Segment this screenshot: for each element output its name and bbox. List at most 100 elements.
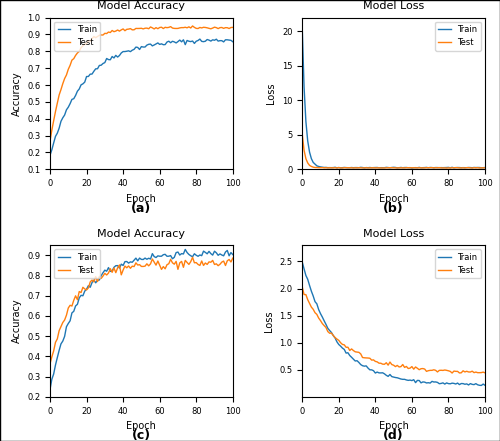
- Legend: Train, Test: Train, Test: [435, 249, 481, 278]
- Title: Model Accuracy: Model Accuracy: [98, 229, 186, 239]
- Train: [478, 383, 484, 388]
- X-axis label: Epoch: Epoch: [378, 194, 408, 204]
- Line: Train: Train: [302, 28, 485, 168]
- Test: [175, 267, 181, 272]
- Test: [299, 131, 305, 137]
- Test: [345, 344, 351, 350]
- Text: (b): (b): [384, 202, 404, 215]
- Train: [384, 165, 390, 170]
- Train: [131, 47, 137, 52]
- Train: [345, 350, 351, 355]
- Train: [409, 378, 415, 383]
- Train: [184, 38, 190, 43]
- Train: [409, 165, 415, 171]
- X-axis label: Epoch: Epoch: [378, 421, 408, 431]
- Test: [299, 284, 305, 289]
- Test: [92, 274, 98, 279]
- Test: [449, 370, 455, 376]
- Train: [182, 247, 188, 252]
- Y-axis label: Loss: Loss: [264, 310, 274, 332]
- Train: [410, 165, 416, 170]
- Test: [444, 165, 450, 171]
- Line: Train: Train: [302, 262, 485, 385]
- Legend: Train, Test: Train, Test: [54, 249, 100, 278]
- Train: [156, 254, 162, 259]
- Test: [409, 165, 415, 170]
- Train: [384, 373, 390, 378]
- Test: [482, 370, 488, 375]
- Test: [427, 368, 433, 373]
- Train: [427, 381, 433, 386]
- Train: [429, 165, 435, 170]
- Train: [47, 387, 53, 392]
- Test: [436, 165, 442, 170]
- Test: [60, 81, 66, 86]
- Line: Train: Train: [50, 250, 233, 389]
- Test: [131, 27, 137, 33]
- Train: [60, 338, 66, 344]
- Test: [409, 364, 415, 369]
- Test: [384, 360, 390, 366]
- Train: [230, 39, 236, 45]
- Line: Test: Test: [50, 257, 233, 364]
- Train: [482, 165, 488, 170]
- Text: (d): (d): [384, 430, 404, 441]
- Title: Model Loss: Model Loss: [363, 1, 424, 11]
- Test: [312, 165, 318, 170]
- Train: [175, 250, 181, 255]
- Test: [190, 254, 196, 260]
- Test: [92, 35, 98, 40]
- Legend: Train, Test: Train, Test: [54, 22, 100, 51]
- Train: [197, 37, 203, 42]
- Test: [47, 138, 53, 144]
- Line: Train: Train: [50, 39, 233, 155]
- Y-axis label: Accuracy: Accuracy: [12, 71, 22, 116]
- Title: Model Accuracy: Model Accuracy: [98, 1, 186, 11]
- Train: [299, 25, 305, 30]
- Train: [175, 39, 181, 44]
- Train: [92, 66, 98, 71]
- Test: [156, 262, 162, 268]
- Train: [436, 381, 442, 386]
- Line: Test: Test: [302, 287, 485, 373]
- Line: Test: Test: [50, 26, 233, 141]
- Train: [156, 42, 162, 47]
- X-axis label: Epoch: Epoch: [126, 194, 156, 204]
- Test: [131, 264, 137, 269]
- Test: [312, 310, 318, 315]
- Text: (c): (c): [132, 430, 151, 441]
- Train: [92, 280, 98, 285]
- Line: Test: Test: [302, 134, 485, 168]
- Test: [384, 165, 390, 171]
- Train: [482, 383, 488, 388]
- Test: [230, 255, 236, 261]
- Train: [345, 165, 351, 170]
- Train: [131, 258, 137, 263]
- Title: Model Loss: Model Loss: [363, 229, 424, 239]
- Test: [47, 361, 53, 366]
- Train: [312, 161, 318, 167]
- Test: [184, 25, 190, 30]
- Test: [230, 25, 236, 30]
- Test: [482, 165, 488, 171]
- X-axis label: Epoch: Epoch: [126, 421, 156, 431]
- Train: [60, 115, 66, 120]
- Test: [184, 260, 190, 265]
- Train: [230, 252, 236, 257]
- Test: [60, 320, 66, 325]
- Test: [427, 165, 433, 170]
- Train: [299, 259, 305, 265]
- Train: [186, 252, 192, 257]
- Test: [190, 23, 196, 29]
- Train: [47, 153, 53, 158]
- Test: [175, 26, 181, 31]
- Text: (a): (a): [132, 202, 152, 215]
- Test: [436, 368, 442, 373]
- Y-axis label: Loss: Loss: [266, 83, 276, 104]
- Train: [312, 299, 318, 304]
- Legend: Train, Test: Train, Test: [435, 22, 481, 51]
- Test: [345, 165, 351, 170]
- Train: [438, 165, 444, 170]
- Test: [156, 25, 162, 30]
- Y-axis label: Accuracy: Accuracy: [12, 299, 22, 344]
